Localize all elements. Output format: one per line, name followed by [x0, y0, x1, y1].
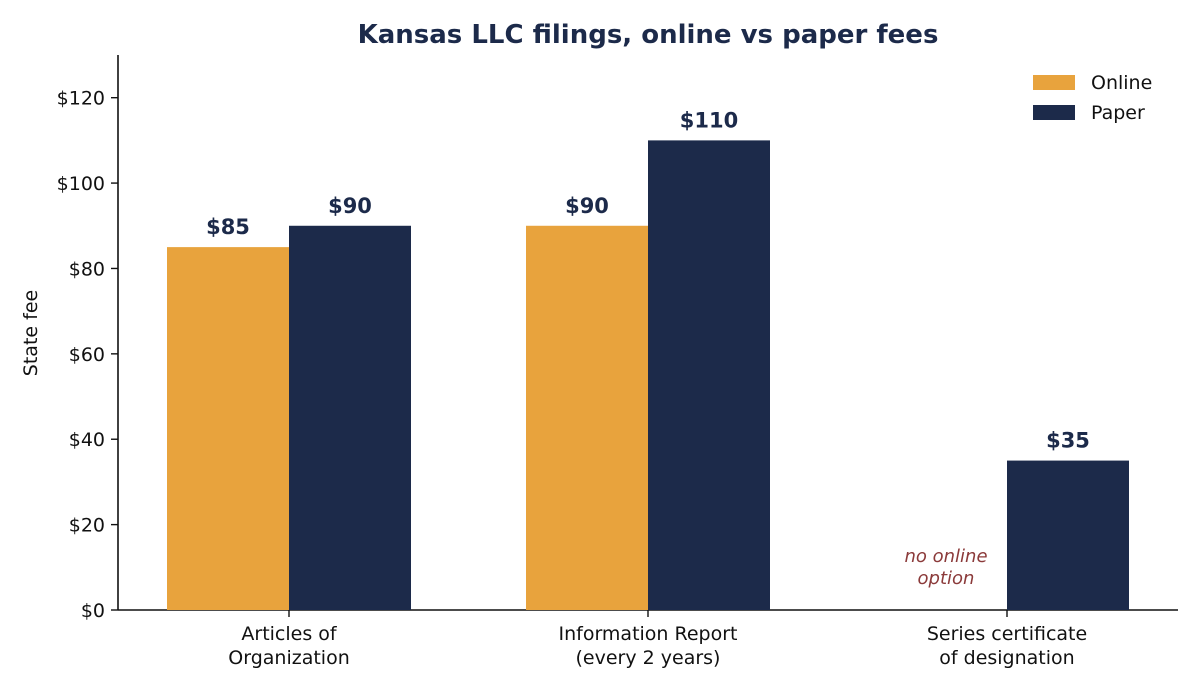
- x-tick-label: Series certificate of designation: [927, 623, 1087, 669]
- value-label: $85: [206, 215, 250, 239]
- legend: Online Paper: [1033, 72, 1152, 124]
- value-label: $90: [565, 194, 609, 218]
- bar-paper: [289, 225, 411, 610]
- bar-online: [526, 225, 648, 610]
- chart-title: Kansas LLC filings, online vs paper fees: [358, 20, 939, 50]
- y-tick-label: $0: [81, 600, 105, 622]
- bar-paper: [648, 140, 770, 610]
- legend-swatch-online: [1033, 75, 1075, 90]
- annotations-group: no online option: [904, 546, 987, 589]
- legend-label-paper: Paper: [1091, 102, 1145, 124]
- x-tick-label: Articles of Organization: [228, 623, 349, 669]
- bars-group: [167, 140, 1129, 610]
- bar-online: [167, 247, 289, 610]
- legend-swatch-paper: [1033, 105, 1075, 120]
- x-tick-label: Information Report (every 2 years): [558, 623, 737, 669]
- y-tick-label: $20: [69, 515, 105, 537]
- y-tick-label: $120: [57, 88, 105, 110]
- y-axis: $0 $20 $40 $60 $80 $100 $120: [57, 55, 119, 622]
- annotation-label: no online option: [904, 546, 987, 589]
- y-tick-label: $60: [69, 344, 105, 366]
- value-label: $110: [680, 108, 738, 132]
- legend-label-online: Online: [1091, 72, 1152, 94]
- y-tick-label: $80: [69, 258, 105, 280]
- value-label: $35: [1046, 429, 1090, 453]
- y-tick-label: $100: [57, 173, 105, 195]
- bar-paper: [1007, 460, 1129, 610]
- value-labels-group: $85 $90 $90 $110 $35: [206, 108, 1090, 452]
- value-label: $90: [328, 194, 372, 218]
- x-axis: Articles of Organization Information Repor…: [118, 609, 1178, 669]
- y-axis-label: State fee: [20, 290, 42, 376]
- y-tick-label: $40: [69, 429, 105, 451]
